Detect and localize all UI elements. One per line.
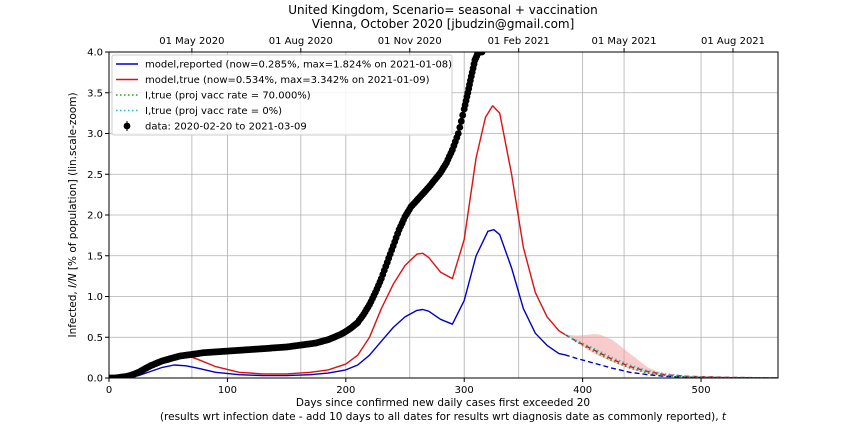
legend-label: I,true (proj vacc rate = 70.000%) [145,91,311,102]
top-tick-label: 01 Feb 2021 [488,36,550,47]
top-tick-label: 01 Aug 2020 [269,36,333,47]
y-axis-ticks: 0.0 0.5 1.0 1.5 2.0 2.5 3.0 3.5 4.0 [87,48,109,385]
y-tick-label: 2.5 [87,170,103,181]
legend-label: I,true (proj vacc rate = 0%) [145,106,282,117]
y-tick-label: 1.0 [87,292,103,303]
y-tick-label: 3.5 [87,88,103,99]
chart-subtitle: Vienna, October 2020 [jbudzin@gmail.com] [312,17,575,31]
x-axis-label-note-text: (results wrt infection date - add 10 day… [160,411,722,423]
y-tick-label: 4.0 [87,48,103,59]
x-axis-label-note-variable: t [722,411,727,423]
data-point [454,130,462,137]
top-tick-label: 01 May 2020 [159,36,224,47]
data-point [457,117,465,125]
x-axis-label-note: (results wrt infection date - add 10 day… [160,411,727,423]
chart-title: United Kingdom, Scenario= seasonal + vac… [288,3,597,17]
y-tick-label: 0.0 [87,374,103,385]
y-tick-label: 3.0 [87,129,103,140]
projection-band-area [564,334,678,378]
legend: model,reported (now=0.285%, max=1.824% o… [111,54,453,136]
series-line-i-true-proj-vacc-rate-70-000 [564,333,778,378]
x-tick-label: 0 [106,385,112,396]
x-tick-label: 100 [218,385,237,396]
series-line-model-reported-projection [564,354,778,378]
top-date-axis-ticks: 01 May 2020 01 Aug 2020 01 Nov 2020 01 Feb … [159,36,765,52]
data-point [459,111,467,119]
x-tick-label: 200 [336,385,355,396]
projection-band [564,334,678,378]
data-point [456,124,464,131]
legend-label: model,reported (now=0.285%, max=1.824% o… [145,60,452,71]
top-tick-label: 01 Aug 2021 [701,36,765,47]
y-axis-label-suffix: [% of population] (lin.scale-zoom) [67,92,79,273]
series-line-model-true-projection [564,333,778,378]
legend-box [111,54,453,136]
series-line-model-reported [109,229,566,378]
series-line-i-true-proj-vacc-rate-0 [564,333,778,378]
x-axis-label: Days since confirmed new daily cases fir… [296,397,590,409]
top-tick-label: 01 Nov 2020 [378,36,442,47]
data-point [478,52,486,56]
x-tick-label: 400 [573,385,592,396]
y-tick-label: 1.5 [87,251,103,262]
y-tick-label: 2.0 [87,211,103,222]
y-axis-label-prefix: Infected, [67,288,79,338]
y-tick-label: 0.5 [87,333,103,344]
legend-marker [123,122,131,130]
data-points [109,52,486,378]
y-axis-label: Infected, I/N [% of population] (lin.sca… [67,92,79,337]
x-tick-label: 300 [455,385,474,396]
x-axis-ticks: 0 100 200 300 400 500 [106,378,711,396]
y-axis-label-variable: I/N [67,273,79,288]
top-tick-label: 01 May 2021 [591,36,656,47]
legend-label: data: 2020-02-20 to 2021-03-09 [145,122,307,133]
legend-label: model,true (now=0.534%, max=3.342% on 20… [145,75,430,86]
x-tick-label: 500 [691,385,710,396]
